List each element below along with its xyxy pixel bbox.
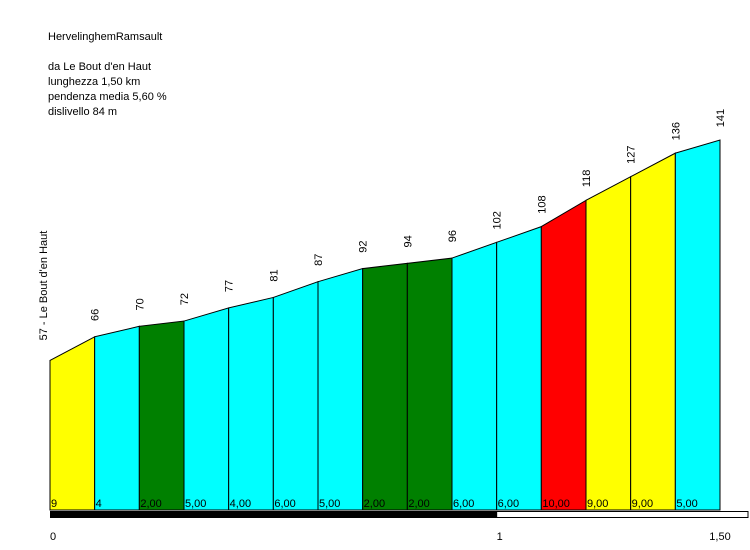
altitude-label: 118	[581, 170, 593, 188]
x-tick-label: 0	[50, 531, 56, 543]
profile-segment	[585, 175, 632, 511]
altitude-label: 127	[626, 146, 638, 164]
profile-segment	[94, 325, 140, 511]
profile-segment	[540, 199, 587, 511]
profile-segment	[317, 267, 364, 511]
grade-label: 6,00	[453, 498, 474, 510]
grade-label: 9,00	[587, 498, 608, 510]
climb-start: da Le Bout d'en Haut	[48, 61, 152, 73]
profile-segment	[630, 152, 676, 511]
profile-segment	[496, 225, 542, 511]
climb-elevation-gain: dislivello 84 m	[48, 106, 118, 118]
climb-average-grade: pendenza media 5,60 %	[48, 91, 167, 103]
climb-title: HervelinghemRamsault	[48, 31, 163, 43]
altitude-label: 77	[224, 280, 236, 292]
profile-segment	[272, 280, 319, 511]
grade-label: 5,00	[185, 498, 206, 510]
distance-scale-bar	[50, 511, 749, 518]
altitude-label: 87	[313, 254, 325, 266]
altitude-label: 66	[90, 309, 102, 321]
grade-label: 2,00	[140, 498, 161, 510]
altitude-label: 81	[268, 269, 280, 281]
profile-segment	[451, 241, 498, 511]
profile-segment	[138, 320, 185, 511]
altitude-label: 136	[670, 122, 682, 140]
profile-segment	[228, 296, 274, 511]
grade-label: 4,00	[230, 498, 251, 510]
grade-label: 5,00	[676, 498, 697, 510]
altitude-label: 141	[715, 109, 727, 127]
profile-segment	[183, 307, 230, 511]
altitude-label: 94	[402, 235, 414, 247]
scale-bar-km-fill	[50, 511, 497, 518]
altitude-label: 92	[358, 240, 370, 252]
profile-segment	[362, 262, 408, 511]
scale-bar-remainder	[496, 511, 749, 518]
grade-label: 6,00	[498, 498, 519, 510]
profile-segments	[49, 139, 721, 511]
grade-label: 5,00	[319, 498, 340, 510]
altitude-label: 102	[492, 211, 504, 229]
grade-label: 2,00	[408, 498, 429, 510]
x-tick-label: 1,50	[709, 531, 730, 543]
grade-label: 2,00	[364, 498, 385, 510]
altitude-label: 70	[134, 298, 146, 310]
x-tick-label: 1	[497, 531, 503, 543]
profile-segment	[406, 257, 453, 511]
profile-segment	[674, 139, 721, 511]
grade-label: 10,00	[542, 498, 570, 510]
grade-label: 6,00	[274, 498, 295, 510]
climb-length: lunghezza 1,50 km	[48, 76, 141, 88]
altitude-label: 96	[447, 230, 459, 242]
start-altitude-label: 57 - Le Bout d'en Haut	[38, 231, 50, 341]
altitude-label: 108	[536, 195, 548, 213]
grade-label: 4	[96, 498, 102, 510]
grade-labels: 9 4 2,00 5,00 4,00 6,00 5,00 2,00 2,00 6,00 6,00 10…	[51, 498, 698, 510]
altitude-label: 72	[179, 293, 191, 305]
profile-segment	[49, 335, 96, 511]
altitude-labels: 66 70 72 77 81 87 92 94 96 102 108 118 127 136 141	[90, 109, 727, 321]
climb-info: HervelinghemRamsault da Le Bout d'en Hau…	[48, 30, 167, 120]
x-tick-labels: 0 1 1,50	[50, 531, 731, 543]
grade-label: 9,00	[632, 498, 653, 510]
grade-label: 9	[51, 498, 57, 510]
